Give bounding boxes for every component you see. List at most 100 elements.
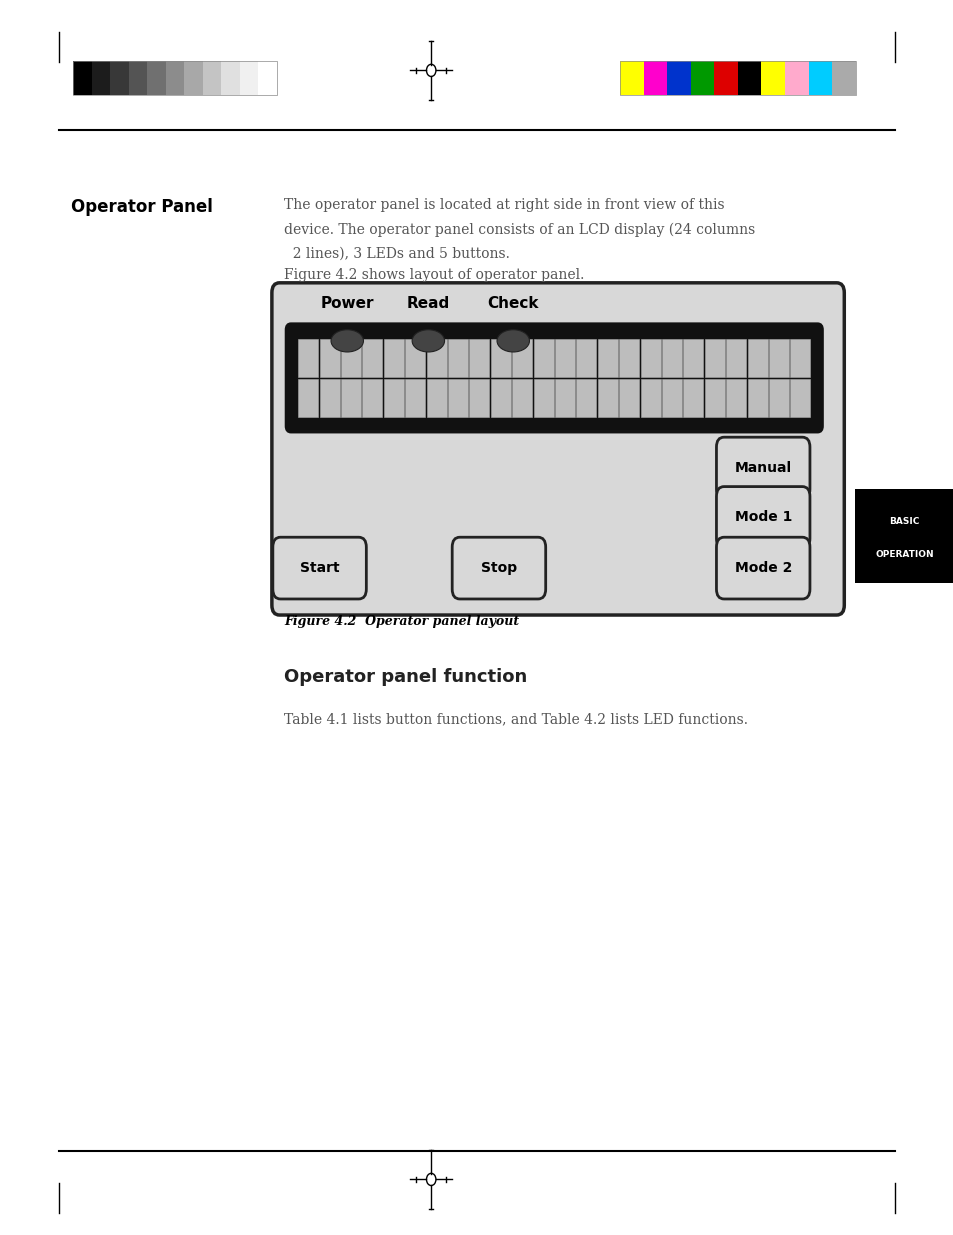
Bar [383, 338, 403, 377]
Bar [598, 379, 618, 417]
FancyBboxPatch shape [287, 325, 821, 431]
Bar [618, 379, 639, 417]
Bar [512, 338, 532, 377]
Bar [854, 489, 953, 583]
Bar [808, 61, 831, 95]
Text: Mode 1: Mode 1 [734, 510, 791, 525]
Bar [239, 61, 258, 95]
Bar [784, 61, 808, 95]
FancyBboxPatch shape [716, 437, 809, 499]
Bar [790, 338, 810, 377]
Bar [426, 379, 446, 417]
Bar [111, 61, 129, 95]
Text: BASIC: BASIC [888, 517, 919, 526]
Bar [666, 61, 690, 95]
FancyBboxPatch shape [273, 537, 366, 599]
Bar [725, 338, 745, 377]
Bar [704, 338, 724, 377]
Bar [319, 338, 339, 377]
Bar [760, 61, 784, 95]
Text: Read: Read [406, 296, 450, 311]
Bar [714, 61, 738, 95]
Text: Operator panel function: Operator panel function [284, 668, 527, 687]
Bar [576, 379, 596, 417]
Bar [639, 379, 659, 417]
Bar [747, 338, 767, 377]
Bar [576, 338, 596, 377]
Bar [297, 379, 317, 417]
Bar [747, 379, 767, 417]
Bar [639, 338, 659, 377]
Text: Stop: Stop [480, 561, 517, 576]
Bar [725, 379, 745, 417]
Bar [533, 338, 553, 377]
Bar [166, 61, 184, 95]
Bar [91, 61, 111, 95]
FancyBboxPatch shape [452, 537, 545, 599]
Bar [297, 338, 317, 377]
Bar [490, 379, 510, 417]
Bar [469, 338, 489, 377]
Bar [147, 61, 166, 95]
Text: Figure 4.2 shows layout of operator panel.: Figure 4.2 shows layout of operator pane… [284, 268, 584, 282]
Bar [362, 379, 382, 417]
Bar [661, 338, 681, 377]
Bar [555, 338, 575, 377]
Bar [319, 379, 339, 417]
Text: device. The operator panel consists of an LCD display (24 columns: device. The operator panel consists of a… [284, 222, 755, 237]
Bar [682, 379, 702, 417]
Text: Check: Check [487, 296, 538, 311]
Text: OPERATION: OPERATION [874, 551, 933, 559]
FancyBboxPatch shape [272, 283, 843, 615]
FancyBboxPatch shape [716, 487, 809, 548]
Bar [448, 338, 467, 377]
Bar [340, 338, 360, 377]
Text: Mode 2: Mode 2 [734, 561, 791, 576]
Bar [448, 379, 467, 417]
Bar [405, 379, 425, 417]
Bar [469, 379, 489, 417]
Bar [129, 61, 147, 95]
Text: Operator Panel: Operator Panel [71, 198, 213, 216]
Bar [405, 338, 425, 377]
Bar [555, 379, 575, 417]
Ellipse shape [412, 330, 444, 352]
Bar [643, 61, 666, 95]
Bar [426, 338, 446, 377]
Bar [768, 379, 788, 417]
Bar [73, 61, 276, 95]
FancyBboxPatch shape [716, 537, 809, 599]
Text: Start: Start [299, 561, 339, 576]
Bar [790, 379, 810, 417]
Bar [690, 61, 714, 95]
Text: Power: Power [320, 296, 374, 311]
Bar [619, 61, 855, 95]
Bar [533, 379, 553, 417]
Bar [184, 61, 203, 95]
Bar [73, 61, 91, 95]
Text: The operator panel is located at right side in front view of this: The operator panel is located at right s… [284, 198, 724, 211]
Bar [383, 379, 403, 417]
Bar [768, 338, 788, 377]
Bar [258, 61, 276, 95]
Ellipse shape [331, 330, 363, 352]
Text: Figure 4.2  Operator panel layout: Figure 4.2 Operator panel layout [284, 615, 518, 629]
Bar [619, 61, 643, 95]
Text: Manual: Manual [734, 461, 791, 475]
Bar [738, 61, 760, 95]
Bar [490, 338, 510, 377]
Text: Table 4.1 lists button functions, and Table 4.2 lists LED functions.: Table 4.1 lists button functions, and Ta… [284, 713, 747, 726]
Bar [598, 338, 618, 377]
Bar [831, 61, 855, 95]
Bar [221, 61, 239, 95]
Bar [682, 338, 702, 377]
Bar [512, 379, 532, 417]
Bar [203, 61, 221, 95]
Bar [340, 379, 360, 417]
Text: 2 lines), 3 LEDs and 5 buttons.: 2 lines), 3 LEDs and 5 buttons. [284, 247, 510, 261]
Ellipse shape [497, 330, 529, 352]
Bar [661, 379, 681, 417]
Bar [618, 338, 639, 377]
Bar [704, 379, 724, 417]
Bar [362, 338, 382, 377]
